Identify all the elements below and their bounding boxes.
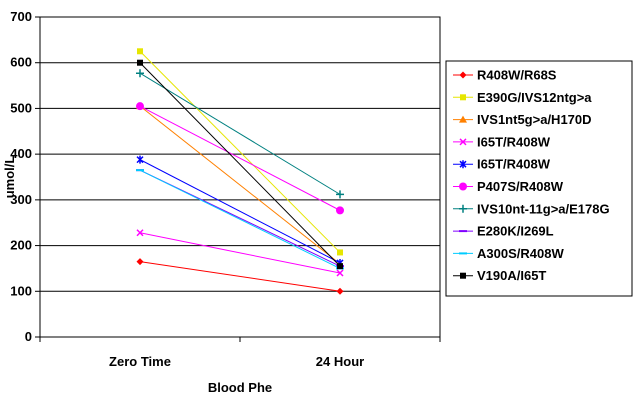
gridlines bbox=[40, 62, 440, 292]
plot-area-border bbox=[39, 16, 441, 338]
x-axis-title: Blood Phe bbox=[208, 380, 272, 395]
series-lines bbox=[136, 48, 344, 295]
legend-label: IVS1nt5g>a/H170D bbox=[477, 112, 592, 127]
data-point bbox=[136, 229, 144, 237]
data-point bbox=[136, 155, 144, 164]
legend-label: E280K/I269L bbox=[477, 224, 554, 239]
legend-marker bbox=[459, 160, 467, 169]
legend-marker bbox=[459, 71, 467, 79]
legend-marker bbox=[460, 94, 466, 101]
y-tick-label: 500 bbox=[10, 100, 32, 115]
data-point bbox=[336, 190, 344, 199]
series-line bbox=[139, 169, 341, 269]
legend-label: V190A/I65T bbox=[477, 268, 546, 283]
y-tick-label: 400 bbox=[10, 146, 32, 161]
data-point bbox=[336, 206, 344, 215]
data-point bbox=[336, 269, 344, 277]
x-tick-label: 24 Hour bbox=[316, 354, 364, 369]
legend-marker bbox=[459, 182, 467, 191]
legend-marker bbox=[460, 272, 466, 279]
legend-label: P407S/R408W bbox=[477, 179, 564, 194]
series-line bbox=[139, 232, 341, 274]
series-line bbox=[139, 72, 341, 195]
series-line bbox=[139, 62, 341, 267]
legend-marker bbox=[459, 138, 467, 146]
legend-label: E390G/IVS12ntg>a bbox=[477, 90, 592, 105]
series-line bbox=[139, 261, 341, 292]
legend-box bbox=[445, 60, 633, 297]
data-point bbox=[136, 69, 144, 78]
series-line bbox=[139, 50, 341, 253]
data-point bbox=[137, 59, 143, 66]
legend: R408W/R68S E390G/IVS12ntg>a IVS1nt5g>a/H17… bbox=[445, 60, 633, 297]
data-point bbox=[136, 258, 144, 266]
series-line bbox=[139, 105, 341, 265]
y-tick-label: 700 bbox=[10, 9, 32, 24]
series-line bbox=[139, 159, 341, 264]
series-line bbox=[139, 105, 341, 211]
data-point bbox=[337, 263, 343, 270]
legend-label: I65T/R408W bbox=[477, 134, 551, 149]
y-tick-label: 200 bbox=[10, 238, 32, 253]
legend-label: IVS10nt-11g>a/E178G bbox=[477, 201, 610, 216]
x-tick-label: Zero Time bbox=[109, 354, 171, 369]
x-axis: Zero Time 24 Hour bbox=[39, 337, 441, 369]
legend-label: A300S/R408W bbox=[477, 246, 564, 261]
legend-label: R408W/R68S bbox=[477, 68, 557, 83]
y-axis-title: umol/L bbox=[2, 156, 17, 199]
legend-label: I65T/R408W bbox=[477, 157, 551, 172]
legend-marker bbox=[459, 204, 467, 213]
y-axis: 0 100 200 300 400 500 600 700 bbox=[10, 9, 40, 344]
data-point bbox=[337, 249, 343, 256]
data-point bbox=[137, 48, 143, 55]
y-tick-label: 100 bbox=[10, 283, 32, 298]
y-tick-label: 0 bbox=[25, 329, 32, 344]
y-tick-label: 600 bbox=[10, 55, 32, 70]
data-point bbox=[136, 102, 144, 111]
legend-marker bbox=[459, 115, 467, 123]
data-point bbox=[336, 287, 344, 295]
y-tick-label: 300 bbox=[10, 192, 32, 207]
